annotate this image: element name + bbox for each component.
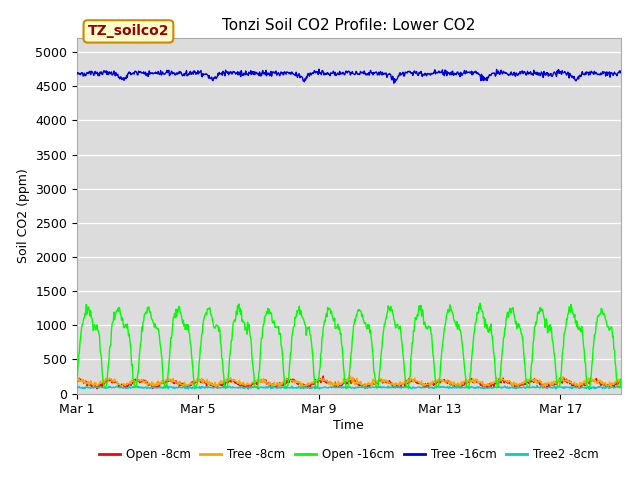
Y-axis label: Soil CO2 (ppm): Soil CO2 (ppm) (17, 168, 29, 264)
Legend: Open -8cm, Tree -8cm, Open -16cm, Tree -16cm, Tree2 -8cm: Open -8cm, Tree -8cm, Open -16cm, Tree -… (94, 444, 604, 466)
Title: Tonzi Soil CO2 Profile: Lower CO2: Tonzi Soil CO2 Profile: Lower CO2 (222, 18, 476, 33)
X-axis label: Time: Time (333, 419, 364, 432)
Text: TZ_soilco2: TZ_soilco2 (88, 24, 169, 38)
